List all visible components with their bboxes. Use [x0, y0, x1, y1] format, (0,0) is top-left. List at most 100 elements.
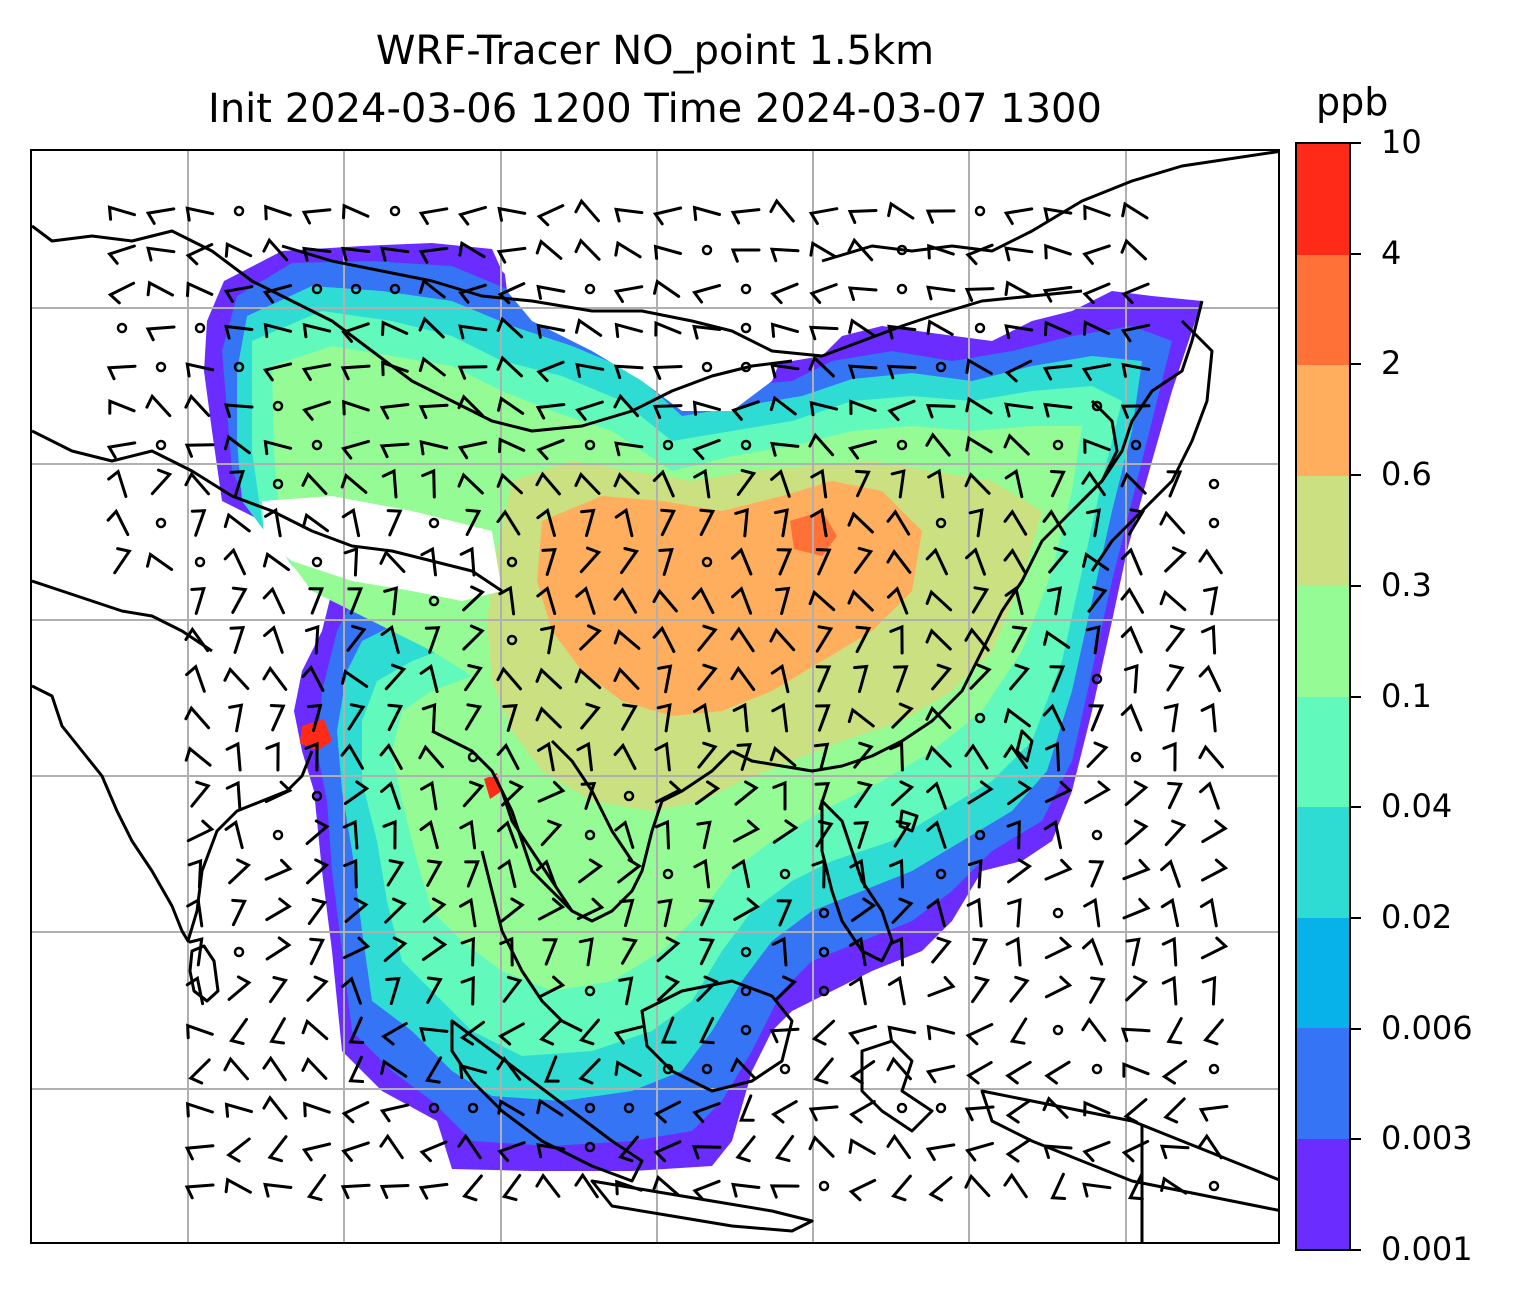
wind-barb [770, 469, 791, 498]
wind-barb [379, 1103, 410, 1123]
wind-barb [187, 858, 203, 889]
wind-barb [418, 356, 446, 377]
map-title-line2: Init 2024-03-06 1200 Time 2024-03-07 130… [208, 86, 1102, 132]
wind-barb [699, 937, 715, 966]
wind-barb [691, 1145, 722, 1160]
wind-barb [927, 243, 955, 260]
wind-barb [654, 741, 671, 772]
wind-barb [613, 666, 640, 690]
calm-wind-marker [974, 712, 986, 724]
wind-barb [618, 976, 634, 1006]
calm-wind-marker [1208, 517, 1220, 529]
wind-barb [613, 364, 644, 380]
wind-barb [309, 937, 326, 966]
wind-barb [965, 243, 994, 266]
wind-barb [536, 585, 557, 615]
wind-barb [457, 205, 487, 226]
wind-barb [497, 282, 526, 305]
wind-barb [107, 469, 128, 498]
wind-barb [306, 1174, 327, 1202]
wind-barb [1006, 819, 1021, 850]
wind-barb [730, 665, 756, 691]
wind-barb [458, 240, 486, 259]
wind-barb [462, 780, 485, 808]
wind-barb [925, 1064, 956, 1084]
wind-barb [964, 743, 989, 770]
wind-barb [223, 666, 250, 690]
wind-barb [1166, 1017, 1183, 1045]
colorbar-segment [1297, 144, 1349, 255]
wind-barb [773, 508, 789, 538]
wind-barb [848, 1138, 876, 1155]
wind-barb [660, 1016, 677, 1044]
wind-barb [301, 1142, 332, 1162]
wind-barb [697, 741, 718, 769]
wind-barb [1160, 1176, 1188, 1195]
wind-barb [1089, 976, 1106, 1004]
wind-barb [501, 780, 525, 807]
wind-barb [457, 440, 488, 460]
wind-barb [185, 243, 214, 266]
wind-barb [613, 629, 641, 650]
wind-barb [1004, 246, 1034, 262]
wind-barb [1087, 585, 1108, 613]
wind-barb [303, 1101, 331, 1118]
calm-wind-marker [233, 946, 245, 958]
calm-wind-marker [896, 244, 908, 256]
colorbar-tick-label: 0.006 [1381, 1008, 1473, 1047]
wind-barb [342, 203, 370, 220]
wind-barb [769, 745, 797, 767]
wind-barb [691, 284, 721, 304]
wind-barb [387, 703, 404, 732]
wind-barb [460, 975, 475, 1006]
wind-barb [263, 439, 293, 456]
wind-barb [1082, 244, 1111, 265]
wind-barb [965, 547, 986, 576]
calm-wind-marker [740, 1024, 752, 1036]
wind-barb [302, 246, 332, 262]
wind-barb [497, 206, 527, 222]
wind-barb [886, 586, 909, 615]
wind-barb [731, 586, 753, 615]
wind-barb [657, 975, 681, 1002]
wind-barb [886, 364, 917, 380]
wind-barb [1044, 243, 1072, 260]
wind-barb [190, 586, 206, 615]
wind-barb [1127, 508, 1146, 536]
wind-barb [537, 741, 555, 772]
wind-barb [458, 283, 487, 304]
wind-barb [184, 1144, 215, 1161]
wind-barb [575, 318, 603, 337]
map-panel [30, 149, 1280, 1244]
colorbar-tick-label: 0.02 [1381, 897, 1453, 936]
wind-barb [346, 624, 367, 652]
calm-wind-marker [233, 361, 245, 373]
wind-barb [1088, 860, 1105, 888]
wind-barb [966, 1061, 993, 1085]
wind-barb [1198, 664, 1222, 693]
wind-barb [419, 819, 439, 850]
calm-wind-marker [272, 829, 284, 841]
wind-barb [188, 937, 204, 967]
wind-barb [1009, 975, 1030, 1003]
wind-barb [1120, 238, 1147, 261]
wind-barb [344, 897, 369, 923]
wind-barb [654, 780, 683, 804]
calm-wind-marker [701, 361, 713, 373]
calm-wind-marker [272, 478, 284, 490]
wind-barb [653, 279, 681, 298]
wind-barb [1120, 587, 1144, 614]
wind-barb [263, 1182, 293, 1198]
wind-barb [343, 780, 370, 805]
wind-barb [692, 1179, 721, 1202]
wind-barb [341, 246, 371, 262]
wind-barb [1124, 819, 1149, 845]
wind-barb [347, 587, 364, 615]
colorbar-tick-label: 4 [1381, 233, 1402, 272]
wind-barb [1160, 859, 1181, 888]
wind-barb [735, 1135, 756, 1163]
colorbar-tick-label: 0.1 [1381, 676, 1432, 715]
wind-barb [1203, 1018, 1224, 1046]
wind-barb [847, 589, 874, 612]
wind-barb [731, 858, 751, 889]
